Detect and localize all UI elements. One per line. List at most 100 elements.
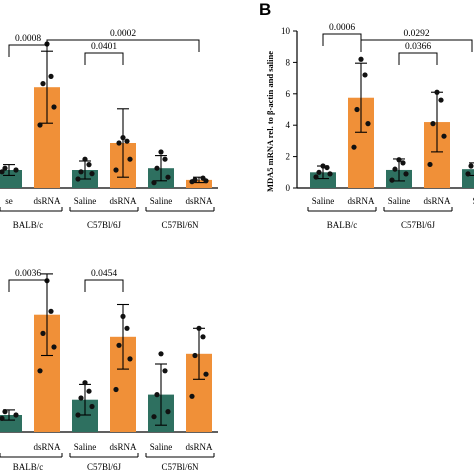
x-tick-label: Saline: [312, 196, 335, 206]
x-tick-label: Saline: [150, 442, 173, 452]
data-point: [78, 395, 84, 401]
data-point: [158, 149, 164, 155]
x-tick-label: Saline: [150, 196, 173, 206]
data-point: [2, 165, 8, 171]
data-point: [465, 171, 471, 177]
y-tick-label: 10: [281, 26, 291, 36]
data-point: [127, 356, 133, 362]
data-point: [200, 334, 206, 340]
strain-label: C57Bl/6N: [161, 220, 199, 230]
data-point: [468, 163, 474, 169]
strain-label: BALB/c: [13, 220, 44, 230]
x-tick-label: Saline: [388, 196, 411, 206]
data-point: [40, 330, 46, 336]
data-point: [354, 106, 360, 113]
x-tick-label: dsRNA: [33, 196, 61, 206]
p-value-label: 0.0366: [405, 42, 431, 52]
data-point: [13, 412, 19, 418]
data-point: [403, 171, 409, 177]
data-point: [438, 97, 444, 103]
data-point: [120, 313, 126, 319]
data-point: [427, 161, 433, 168]
p-value-label: 0.0401: [91, 42, 117, 52]
data-point: [189, 393, 195, 399]
significance-bracket: [46, 39, 200, 52]
data-point: [0, 415, 5, 421]
x-tick-label: S: [472, 196, 474, 206]
p-value-label: 0.0006: [329, 23, 355, 33]
data-point: [89, 171, 95, 177]
data-point: [37, 122, 43, 128]
significance-bracket: [84, 279, 124, 292]
strain-label: C57Bl/6J: [87, 462, 122, 472]
x-tick-label: dsRNA: [109, 442, 137, 452]
y-tick-label: 0: [286, 183, 291, 193]
bar-saline: [462, 169, 474, 188]
y-axis-label: MDA5 mRNA rel. to β-actin and saline: [265, 51, 275, 192]
bar-saline: [0, 170, 22, 188]
data-point: [116, 342, 122, 348]
strain-label: BALB/c: [13, 462, 44, 472]
data-point: [324, 164, 330, 171]
data-point: [200, 175, 206, 181]
data-point: [313, 174, 319, 180]
data-point: [82, 380, 88, 386]
data-point: [162, 156, 168, 162]
data-point: [2, 409, 8, 415]
p-value-label: 0.0008: [15, 34, 41, 44]
x-tick-label: Saline: [74, 442, 97, 452]
data-point: [389, 177, 395, 183]
data-point: [158, 351, 164, 357]
data-point: [127, 156, 133, 162]
data-point: [154, 392, 160, 398]
data-point: [124, 138, 130, 144]
y-tick-label: 6: [286, 89, 291, 99]
data-point: [327, 171, 333, 177]
data-point: [434, 89, 440, 95]
data-point: [13, 167, 19, 173]
strain-label: C57Bl/6J: [87, 220, 122, 230]
y-tick-label: 8: [286, 57, 291, 67]
data-point: [37, 368, 43, 374]
data-point: [116, 140, 122, 146]
data-point: [124, 325, 130, 331]
data-point: [196, 325, 202, 331]
data-point: [362, 72, 368, 78]
data-point: [48, 73, 54, 79]
data-point: [365, 121, 371, 127]
strain-label: BALB/c: [327, 220, 358, 230]
data-point: [165, 174, 171, 180]
data-point: [89, 403, 95, 410]
p-value-label: 0.0002: [110, 29, 136, 39]
data-point: [82, 156, 88, 162]
data-point: [358, 56, 364, 62]
panel-label: B: [259, 0, 271, 19]
p-value-label: 0.0292: [403, 29, 429, 39]
x-tick-label: dsRNA: [347, 196, 375, 206]
x-tick-label: Saline: [74, 196, 97, 206]
data-point: [51, 344, 57, 350]
data-point: [51, 104, 57, 110]
x-tick-label: dsRNA: [185, 442, 213, 452]
significance-bracket: [360, 39, 473, 52]
significance-bracket: [8, 279, 48, 292]
data-point: [113, 386, 119, 393]
data-point: [120, 135, 126, 141]
data-point: [113, 167, 119, 173]
data-point: [75, 176, 81, 182]
data-point: [351, 144, 357, 150]
data-point: [320, 163, 326, 169]
significance-bracket: [84, 52, 124, 65]
data-point: [75, 412, 81, 418]
x-tick-label: se: [5, 196, 13, 206]
significance-bracket: [322, 33, 362, 46]
data-point: [151, 414, 157, 420]
y-tick-label: 4: [286, 120, 291, 130]
data-point: [151, 180, 157, 186]
data-point: [203, 371, 209, 377]
data-point: [192, 352, 198, 359]
data-point: [392, 166, 398, 172]
data-point: [165, 409, 171, 415]
data-point: [78, 169, 84, 175]
